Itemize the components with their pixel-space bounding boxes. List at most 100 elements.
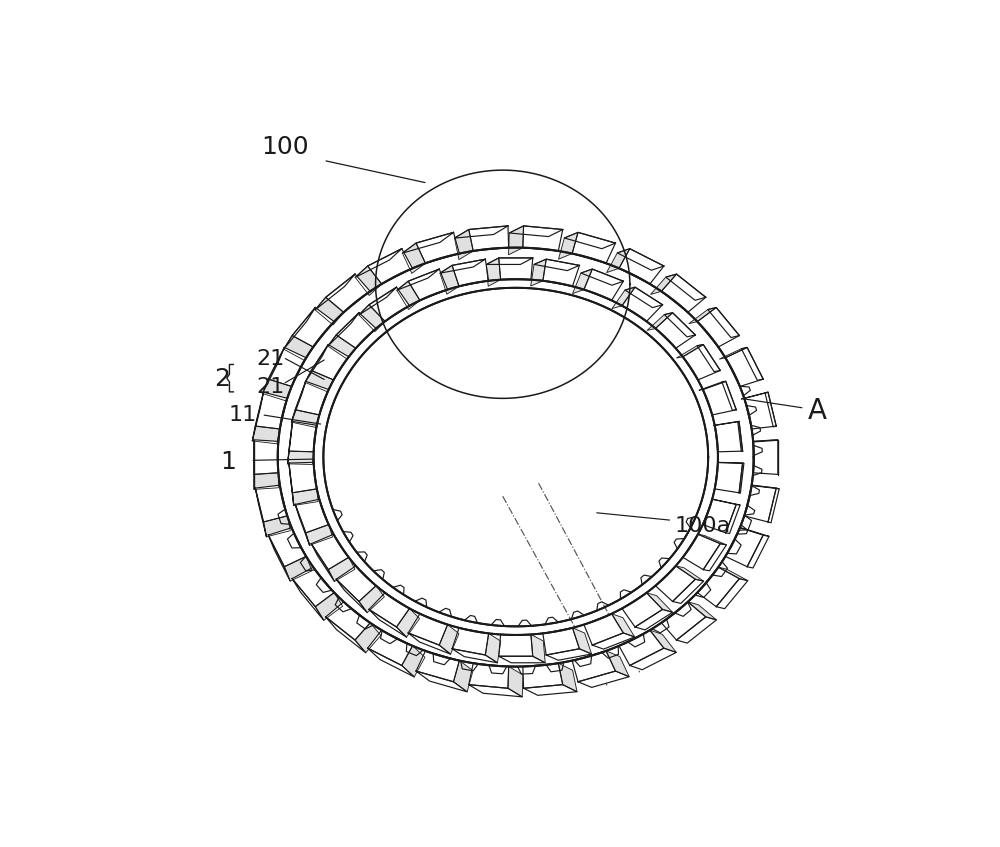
Polygon shape	[720, 347, 747, 359]
Polygon shape	[592, 633, 635, 649]
Text: 21: 21	[257, 377, 285, 396]
Polygon shape	[698, 534, 726, 545]
Polygon shape	[524, 684, 577, 695]
Polygon shape	[262, 347, 284, 394]
Polygon shape	[523, 663, 563, 689]
Polygon shape	[738, 421, 743, 451]
Polygon shape	[753, 440, 778, 474]
Polygon shape	[486, 258, 533, 264]
Polygon shape	[699, 381, 726, 390]
Polygon shape	[768, 488, 779, 523]
Polygon shape	[752, 485, 779, 489]
Polygon shape	[408, 614, 448, 645]
Polygon shape	[284, 556, 312, 581]
Polygon shape	[559, 232, 578, 259]
Polygon shape	[368, 630, 413, 666]
Polygon shape	[523, 226, 563, 251]
Polygon shape	[578, 671, 629, 688]
Polygon shape	[619, 249, 664, 284]
Polygon shape	[622, 287, 663, 321]
Polygon shape	[289, 462, 317, 493]
Polygon shape	[336, 579, 367, 612]
Polygon shape	[369, 593, 410, 627]
Polygon shape	[744, 392, 776, 429]
Polygon shape	[630, 648, 676, 670]
Polygon shape	[368, 648, 414, 677]
Polygon shape	[315, 274, 355, 310]
Polygon shape	[650, 630, 676, 652]
Polygon shape	[291, 381, 306, 422]
Polygon shape	[715, 421, 743, 451]
Polygon shape	[284, 335, 313, 361]
Polygon shape	[284, 307, 315, 349]
Polygon shape	[655, 566, 695, 601]
Polygon shape	[697, 345, 720, 372]
Polygon shape	[485, 634, 501, 663]
Polygon shape	[416, 650, 459, 682]
Polygon shape	[741, 347, 763, 380]
Polygon shape	[617, 249, 664, 270]
Polygon shape	[508, 667, 523, 697]
Polygon shape	[673, 579, 704, 603]
Polygon shape	[725, 528, 763, 567]
Polygon shape	[397, 269, 439, 291]
Polygon shape	[647, 593, 673, 612]
Polygon shape	[315, 297, 344, 325]
Polygon shape	[326, 602, 370, 640]
Polygon shape	[289, 421, 317, 451]
Polygon shape	[452, 259, 489, 286]
Text: 2: 2	[214, 367, 230, 390]
Polygon shape	[697, 567, 739, 606]
Polygon shape	[408, 269, 448, 301]
Polygon shape	[534, 259, 579, 270]
Polygon shape	[625, 287, 663, 307]
Polygon shape	[708, 307, 739, 338]
Polygon shape	[355, 266, 382, 296]
Polygon shape	[268, 347, 306, 386]
Polygon shape	[543, 259, 579, 286]
Polygon shape	[397, 281, 420, 309]
Text: A: A	[807, 397, 826, 425]
Polygon shape	[311, 345, 349, 380]
Polygon shape	[572, 650, 615, 682]
Polygon shape	[255, 485, 287, 522]
Polygon shape	[305, 345, 328, 382]
Polygon shape	[581, 269, 623, 285]
Polygon shape	[683, 534, 720, 570]
Text: 100a: 100a	[674, 516, 730, 535]
Polygon shape	[469, 663, 509, 689]
Polygon shape	[289, 463, 294, 506]
Polygon shape	[255, 392, 287, 429]
Polygon shape	[765, 392, 776, 427]
Polygon shape	[369, 609, 407, 637]
Polygon shape	[402, 243, 425, 274]
Polygon shape	[712, 499, 740, 505]
Polygon shape	[619, 630, 664, 666]
Polygon shape	[268, 528, 306, 567]
Polygon shape	[725, 347, 763, 386]
Polygon shape	[254, 473, 278, 490]
Polygon shape	[661, 602, 706, 640]
Polygon shape	[252, 426, 280, 444]
Polygon shape	[509, 226, 563, 236]
Polygon shape	[716, 579, 748, 609]
Polygon shape	[647, 313, 673, 330]
Polygon shape	[741, 392, 768, 399]
Polygon shape	[612, 614, 635, 637]
Polygon shape	[255, 488, 266, 537]
Polygon shape	[612, 287, 635, 308]
Polygon shape	[440, 265, 459, 294]
Polygon shape	[295, 381, 329, 415]
Polygon shape	[584, 614, 623, 645]
Polygon shape	[359, 305, 385, 331]
Polygon shape	[718, 567, 748, 581]
Polygon shape	[713, 421, 739, 426]
Text: 21: 21	[257, 349, 285, 369]
Polygon shape	[689, 307, 716, 324]
Polygon shape	[747, 535, 769, 568]
Polygon shape	[291, 410, 319, 428]
Polygon shape	[744, 485, 776, 522]
Polygon shape	[440, 259, 485, 274]
Polygon shape	[368, 249, 413, 284]
Polygon shape	[408, 633, 451, 654]
